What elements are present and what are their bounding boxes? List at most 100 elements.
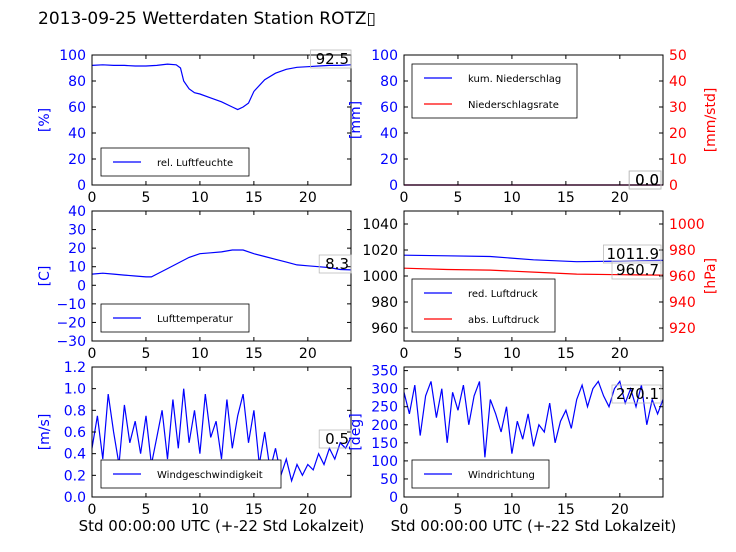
x-tick-label: 20	[611, 190, 629, 206]
x-tick-label: 10	[503, 502, 521, 518]
y-tick-label: 0.6	[64, 425, 86, 441]
x-tick-label: 5	[453, 346, 462, 362]
legend-label: red. Luftdruck	[468, 289, 538, 300]
current-value-box	[318, 254, 352, 274]
current-value-label: 0.5	[325, 430, 349, 448]
current-value-label: 0.0	[635, 171, 659, 189]
x-tick-label: 10	[191, 502, 209, 518]
series-line-1	[403, 380, 664, 458]
x-tick-label: 15	[245, 346, 263, 362]
y-tick-label: 150	[371, 436, 398, 452]
x-axis-label: Std 00:00:00 UTC (+-22 Std Lokalzeit)	[79, 517, 365, 535]
y-tick-label: 1000	[362, 269, 398, 285]
x-tick-label: 0	[88, 346, 97, 362]
plot-frame	[403, 366, 664, 498]
y2-tick-label: 1000	[669, 217, 705, 233]
y-tick-label: 100	[371, 454, 398, 470]
y-tick-label: 200	[371, 418, 398, 434]
y-tick-label: 0	[77, 278, 86, 294]
x-tick-label: 0	[400, 190, 409, 206]
y-axis-label: [%]	[37, 108, 53, 132]
legend: red. Luftdruck abs. Luftdruck	[411, 278, 556, 333]
page-title: 2013-09-25 Wetterdaten Station ROTZ▯	[38, 9, 376, 29]
y-tick-label: 0	[389, 490, 398, 506]
x-tick-label: 0	[88, 502, 97, 518]
y-tick-label: 300	[371, 382, 398, 398]
legend: rel. Luftfeuchte	[100, 147, 250, 177]
series-line-1	[91, 63, 352, 111]
current-value-box	[628, 170, 662, 190]
y2-tick-label: 10	[669, 152, 687, 168]
y-tick-label: 40	[380, 126, 398, 142]
panel-5: 0 5 10 15 20 0.0 0.2 0.4 0.6 0.8 1.0 1.2 [m/s] Std 00…	[37, 360, 364, 535]
x-tick-label: 0	[400, 346, 409, 362]
plot-frame	[91, 210, 352, 342]
y-tick-label: 50	[380, 472, 398, 488]
legend-label: Windgeschwindigkeit	[157, 470, 263, 481]
current-value-box	[611, 260, 662, 280]
x-tick-label: 0	[88, 190, 97, 206]
y-tick-label: 20	[68, 152, 86, 168]
y-tick-label: 250	[371, 400, 398, 416]
legend: Lufttemperatur	[100, 303, 250, 333]
y2-axis-label: [mm/std]	[703, 88, 719, 153]
x-axis-label: Std 00:00:00 UTC (+-22 Std Lokalzeit)	[391, 517, 677, 535]
series-line-1	[91, 388, 352, 483]
x-tick-label: 0	[400, 502, 409, 518]
x-tick-label: 5	[453, 190, 462, 206]
legend-label: abs. Luftdruck	[468, 315, 539, 326]
current-value-label: 92.5	[316, 50, 349, 68]
y-tick-label: 1.0	[64, 382, 86, 398]
y-tick-label: 40	[68, 126, 86, 142]
series-line-1	[91, 249, 352, 278]
x-tick-label: 20	[299, 190, 317, 206]
x-tick-label: 15	[557, 346, 575, 362]
y-tick-label: 1040	[362, 217, 398, 233]
x-tick-label: 5	[141, 190, 150, 206]
y-axis-label: [mm]	[348, 101, 364, 139]
x-tick-label: 15	[557, 502, 575, 518]
y-tick-label: 0.0	[64, 490, 86, 506]
y2-tick-label: 940	[669, 295, 696, 311]
x-tick-label: 15	[245, 502, 263, 518]
y2-tick-label: 960	[669, 269, 696, 285]
y2-tick-label: 0	[669, 178, 678, 194]
x-tick-label: 20	[299, 502, 317, 518]
y-tick-label: 100	[371, 48, 398, 64]
y2-tick-label: 30	[669, 100, 687, 116]
x-tick-label: 20	[611, 502, 629, 518]
y-tick-label: 0	[77, 178, 86, 194]
current-value-label: 0.0	[635, 171, 659, 189]
y-tick-label: −20	[56, 315, 86, 331]
y2-tick-label: 20	[669, 126, 687, 142]
panel-1: 0 5 10 15 20 0 20 40 60 80 100 [%] 92.5 rel. Luftfeuc…	[37, 48, 352, 206]
series-line-2	[403, 267, 664, 276]
x-tick-label: 10	[191, 190, 209, 206]
legend-label: Niederschlagsrate	[468, 100, 559, 111]
current-value-label: 8.3	[325, 255, 349, 273]
y-tick-label: 20	[68, 241, 86, 257]
y-tick-label: 0.4	[64, 447, 86, 463]
y-tick-label: −10	[56, 297, 86, 313]
legend-box	[411, 278, 556, 333]
current-value-box	[611, 384, 662, 404]
x-tick-label: 5	[141, 502, 150, 518]
x-tick-label: 15	[557, 190, 575, 206]
x-tick-label: 10	[503, 190, 521, 206]
plot-frame	[403, 54, 664, 186]
y-tick-label: 0.8	[64, 403, 86, 419]
y2-tick-label: 920	[669, 321, 696, 337]
y-tick-label: 40	[68, 204, 86, 220]
legend-label: Windrichtung	[468, 470, 535, 481]
legend-label: Lufttemperatur	[157, 314, 234, 325]
y-tick-label: 30	[68, 223, 86, 239]
y-tick-label: 960	[371, 321, 398, 337]
y-axis-label: [deg]	[348, 413, 364, 450]
x-tick-label: 20	[299, 346, 317, 362]
y-tick-label: 1.2	[64, 360, 86, 376]
y-tick-label: 0	[389, 178, 398, 194]
panel-2: 0 5 10 15 20 0 20 40 60 80 100 0 10 20 30 40 50 [mm] [mm/s…	[348, 48, 719, 206]
y-axis-label: [C]	[37, 266, 53, 287]
